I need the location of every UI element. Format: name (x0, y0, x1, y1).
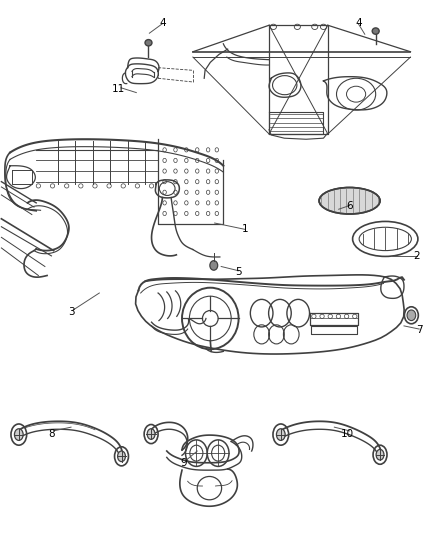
Text: 5: 5 (235, 267, 242, 277)
Ellipse shape (147, 429, 155, 439)
Text: 3: 3 (68, 306, 74, 317)
Text: 9: 9 (181, 458, 187, 467)
Text: 4: 4 (159, 18, 166, 28)
Ellipse shape (319, 188, 380, 214)
Text: 4: 4 (355, 18, 362, 28)
Ellipse shape (145, 39, 152, 46)
Ellipse shape (276, 429, 285, 440)
Ellipse shape (210, 261, 218, 270)
Text: 6: 6 (346, 200, 353, 211)
Text: 7: 7 (416, 325, 423, 335)
Text: 11: 11 (112, 84, 126, 94)
Ellipse shape (407, 310, 416, 320)
Ellipse shape (14, 429, 23, 440)
Ellipse shape (376, 449, 384, 460)
Text: 10: 10 (341, 429, 354, 439)
Ellipse shape (117, 451, 125, 462)
Text: 8: 8 (48, 429, 55, 439)
Ellipse shape (372, 28, 379, 34)
Text: 1: 1 (242, 224, 248, 235)
Text: 2: 2 (414, 251, 420, 261)
